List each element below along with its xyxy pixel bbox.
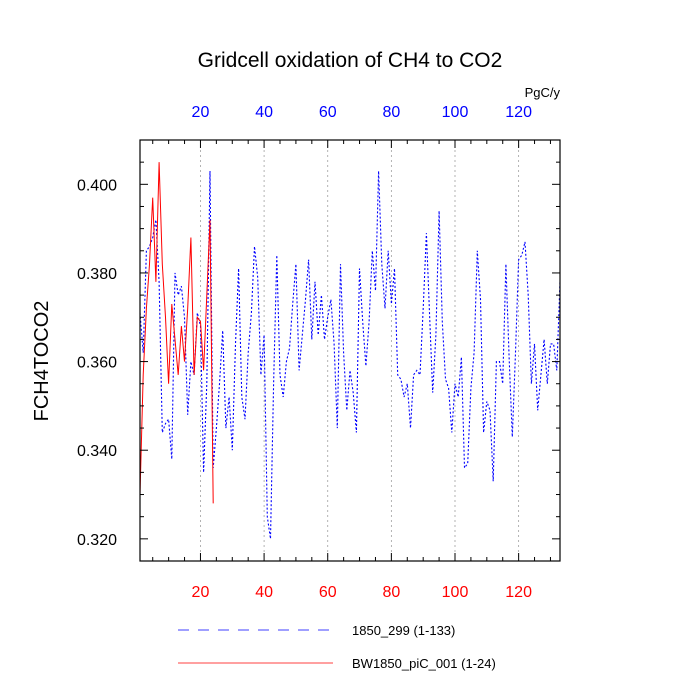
- y-tick-labels: 0.320 0.340 0.360 0.380 0.400: [77, 177, 117, 549]
- legend-label-1850_299: 1850_299 (1-133): [352, 623, 455, 638]
- series-layer: [139, 162, 561, 539]
- y-tick-label: 0.320: [77, 532, 117, 549]
- x-tick-label-top: 100: [442, 104, 469, 121]
- series-line-1: [139, 162, 214, 504]
- x-tick-label-bottom: 120: [505, 584, 532, 601]
- x-tick-label-top: 40: [255, 104, 273, 121]
- x-tick-label-top: 120: [505, 104, 532, 121]
- x-tick-label-top: 20: [192, 104, 210, 121]
- x-tick-label-bottom: 40: [255, 584, 273, 601]
- y-axis-label: FCH4TOCO2: [31, 301, 53, 422]
- y-tick-label: 0.400: [77, 177, 117, 194]
- x-tick-label-bottom: 20: [192, 584, 210, 601]
- x-tick-labels-top: 20 40 60 80 100 120: [192, 104, 533, 121]
- series-line-0: [139, 170, 561, 539]
- grid-layer: [200, 140, 520, 561]
- plot-frame: [139, 139, 561, 562]
- y-tick-label: 0.380: [77, 266, 117, 283]
- legend: 1850_299 (1-133) BW1850_piC_001 (1-24): [178, 623, 496, 671]
- x-tick-label-top: 60: [319, 104, 337, 121]
- y-tick-label: 0.360: [77, 355, 117, 372]
- y-tick-label: 0.340: [77, 443, 117, 460]
- legend-label-bw1850: BW1850_piC_001 (1-24): [352, 656, 496, 671]
- tick-layer: [140, 139, 560, 562]
- x-tick-label-bottom: 80: [382, 584, 400, 601]
- x-tick-label-bottom: 60: [319, 584, 337, 601]
- x-tick-label-bottom: 100: [442, 584, 469, 601]
- chart-title: Gridcell oxidation of CH4 to CO2: [198, 49, 503, 72]
- x-tick-labels-bottom: 20 40 60 80 100 120: [192, 584, 533, 601]
- x-tick-label-top: 80: [382, 104, 400, 121]
- units-label: PgC/y: [525, 85, 561, 100]
